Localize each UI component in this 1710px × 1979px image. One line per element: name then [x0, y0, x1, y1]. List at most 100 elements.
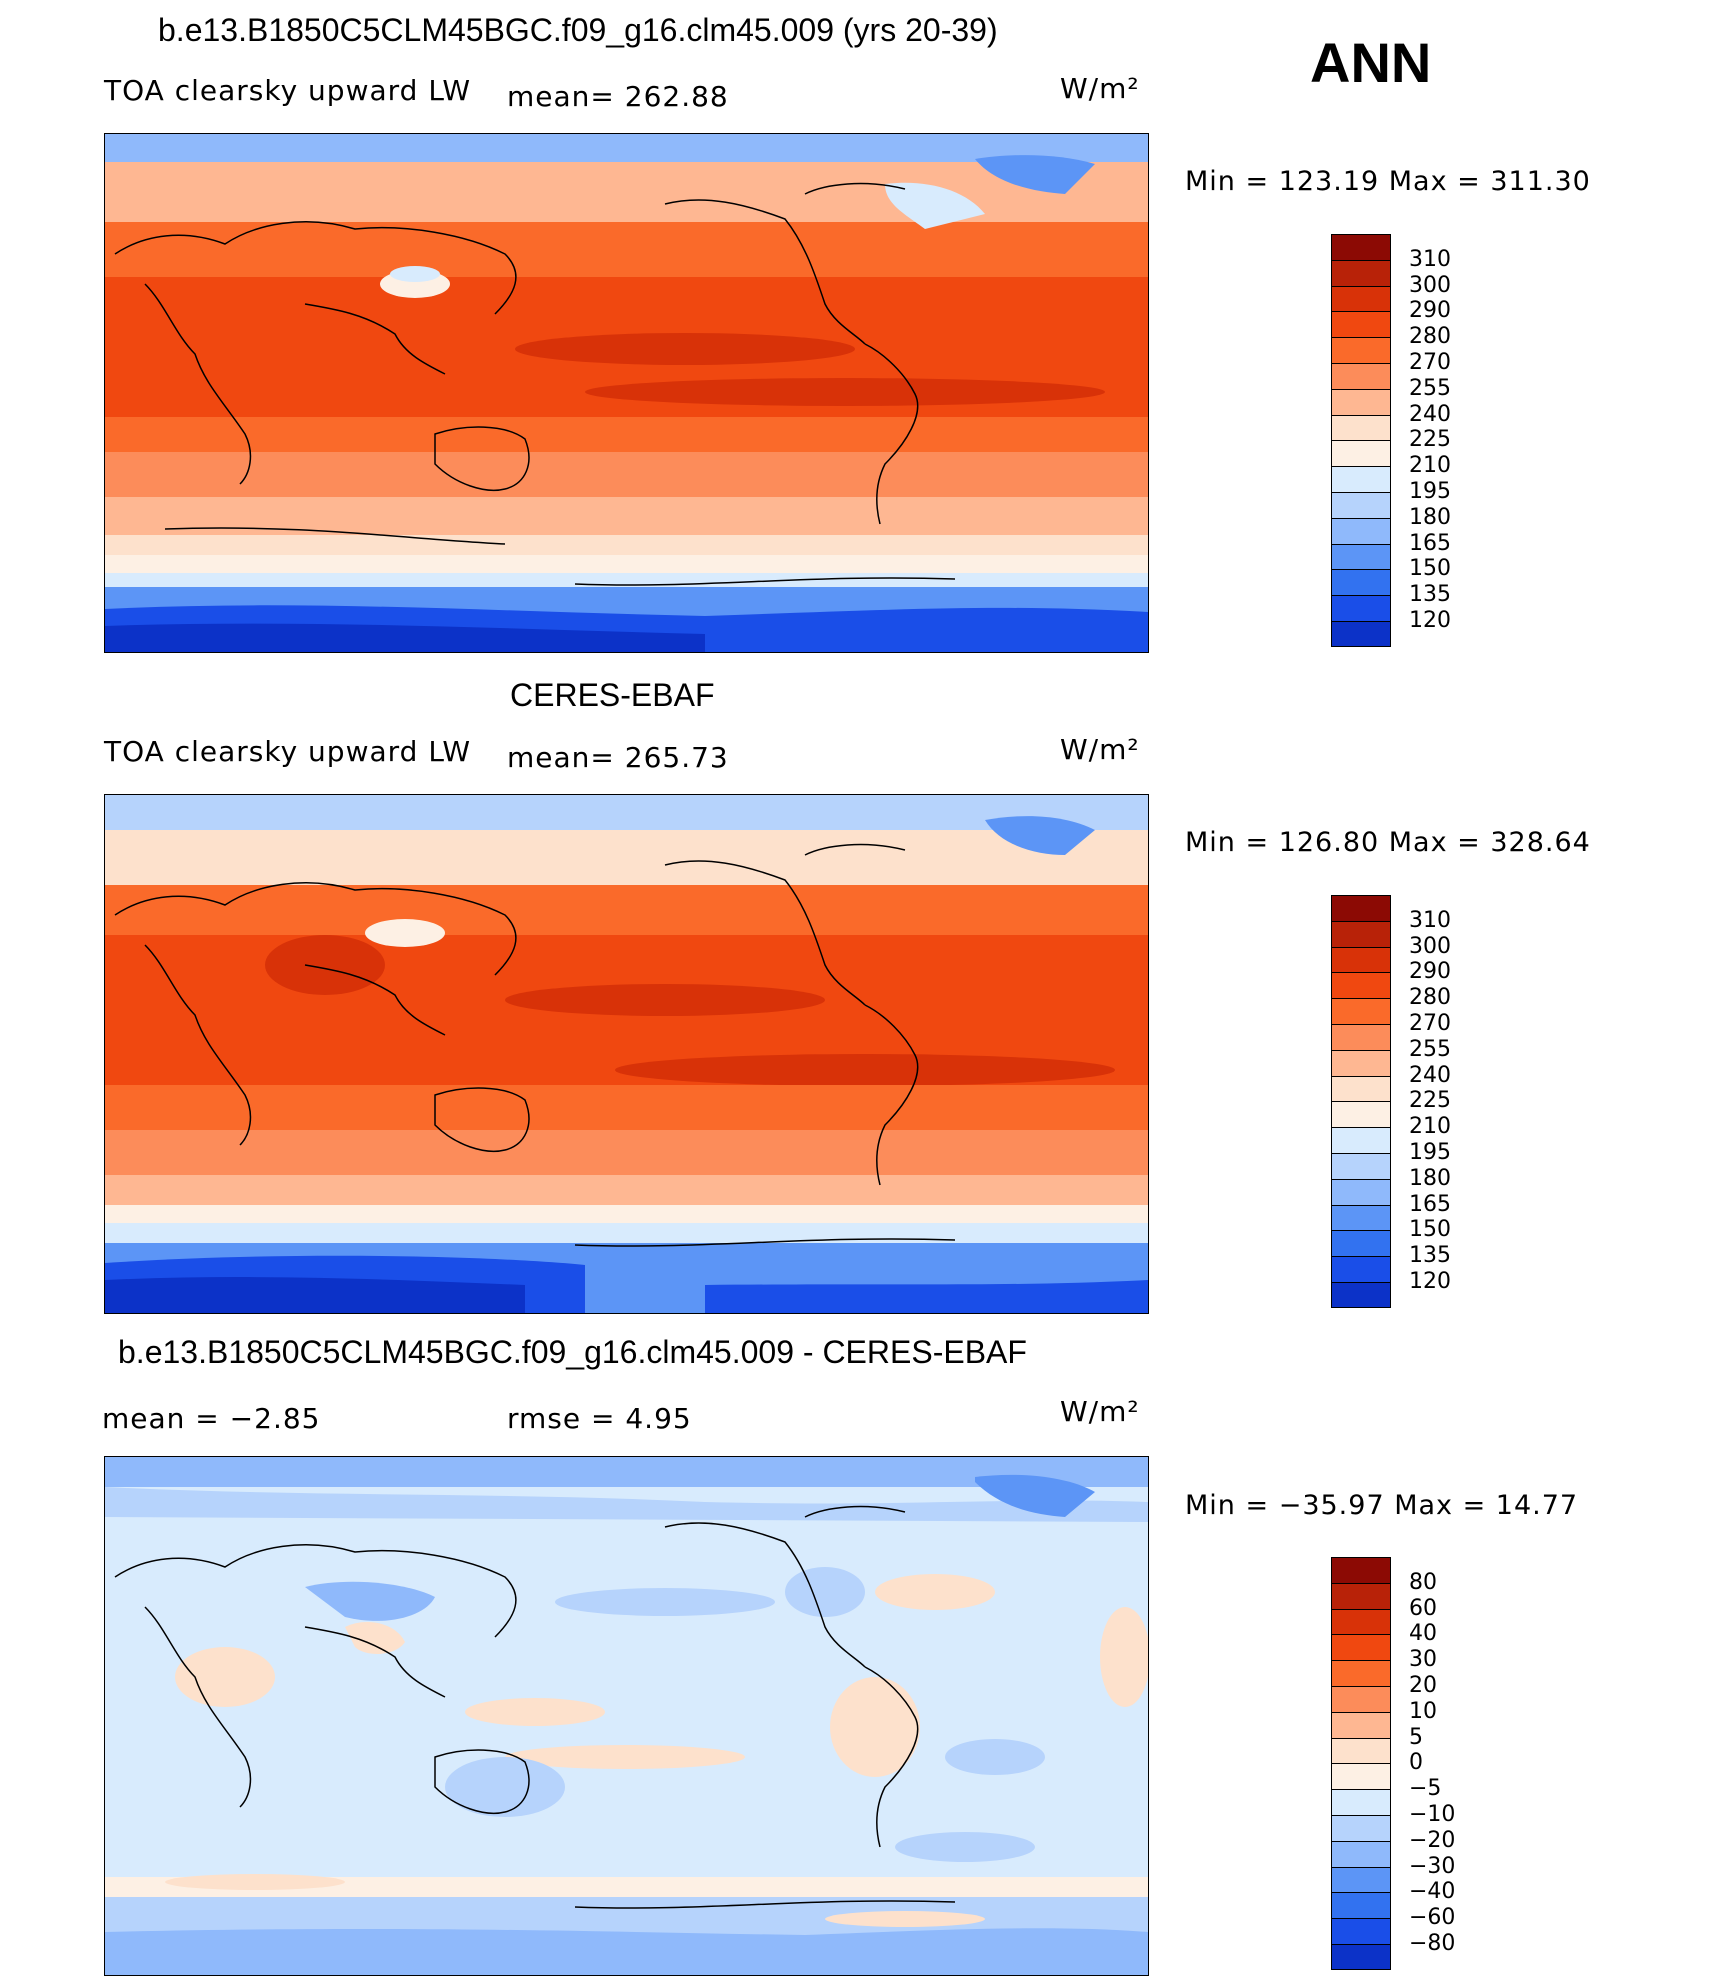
panel-3-rmse-label: rmse = 4.95: [507, 1402, 692, 1435]
panel-1-colorbar-label: 270: [1409, 350, 1451, 375]
panel-3-contour-field: [105, 1457, 1148, 1975]
panel-3-colorbar-swatch: [1331, 1918, 1391, 1944]
panel-2-colorbar-label: 310: [1409, 907, 1451, 933]
panel-3-colorbar-swatch: [1331, 1737, 1391, 1764]
panel-3-colorbar-label: −5: [1409, 1776, 1442, 1802]
panel-3-colorbar-label: −30: [1409, 1853, 1456, 1879]
panel-3-colorbar-label: 20: [1409, 1673, 1437, 1698]
panel-3-colorbar-label: −60: [1409, 1905, 1456, 1931]
panel-2-colorbar-label: 270: [1409, 1011, 1451, 1036]
panel-1-colorbar-swatch: [1331, 414, 1391, 441]
panel-2-minmax: Min = 126.80 Max = 328.64: [1185, 827, 1591, 858]
panel-2-colorbar-label: 165: [1409, 1191, 1451, 1217]
panel-3-map: [104, 1456, 1149, 1976]
panel-2-colorbar-swatch: [1331, 998, 1391, 1024]
panel-1-colorbar-swatch: [1331, 234, 1391, 260]
panel-2-colorbar-swatch: [1331, 920, 1391, 947]
panel-1-colorbar-label: 300: [1409, 272, 1451, 298]
panel-1-colorbar-swatch: [1331, 337, 1391, 363]
panel-1-colorbar-label: 210: [1409, 453, 1451, 479]
panel-1-colorbar-label: 150: [1409, 556, 1451, 582]
panel-1-units: W/m²: [1060, 72, 1140, 105]
panel-3-colorbar-swatch: [1331, 1685, 1391, 1712]
season-label: ANN: [1310, 31, 1432, 94]
panel-2-colorbar-label: 300: [1409, 933, 1451, 959]
panel-1-colorbar-label: 135: [1409, 582, 1451, 608]
panel-3-colorbar-swatch: [1331, 1582, 1391, 1609]
panel-2-colorbar-label: 290: [1409, 959, 1451, 985]
panel-3-colorbar-label: 5: [1409, 1724, 1423, 1750]
panel-3-colorbar-label: 80: [1409, 1569, 1437, 1595]
panel-2-colorbar-swatch: [1331, 972, 1391, 999]
panel-1-colorbar-label: 165: [1409, 530, 1451, 556]
panel-1-colorbar-swatch: [1331, 466, 1391, 492]
panel-3-minmax: Min = −35.97 Max = 14.77: [1185, 1490, 1579, 1521]
panel-1-colorbar-label: 120: [1409, 608, 1451, 633]
panel-3-units: W/m²: [1060, 1395, 1140, 1428]
panel-1-colorbar-swatch: [1331, 620, 1391, 647]
panel-2-units: W/m²: [1060, 733, 1140, 766]
panel-3-colorbar-swatch: [1331, 1557, 1391, 1583]
panel-1-colorbar-swatch: [1331, 311, 1391, 338]
panel-2-colorbar-swatch: [1331, 1256, 1391, 1282]
panel-2-colorbar-label: 280: [1409, 985, 1451, 1011]
panel-2-colorbar-swatch: [1331, 895, 1391, 921]
panel-3-colorbar-label: −40: [1409, 1879, 1456, 1905]
panel-1-colorbar-label: 310: [1409, 246, 1451, 272]
panel-1-colorbar-label: 180: [1409, 504, 1451, 530]
panel-2-colorbar-swatch: [1331, 1101, 1391, 1128]
panel-1-colorbar-label: 240: [1409, 401, 1451, 427]
panel-3-colorbar-label: 10: [1409, 1698, 1437, 1724]
panel-3-colorbar-label: 40: [1409, 1621, 1437, 1647]
panel-1-variable-label: TOA clearsky upward LW: [104, 74, 472, 107]
panel-1-minmax: Min = 123.19 Max = 311.30: [1185, 166, 1591, 197]
panel-2-colorbar-swatch: [1331, 1230, 1391, 1257]
panel-1-contour-field: [105, 134, 1148, 652]
panel-3-colorbar-swatch: [1331, 1608, 1391, 1635]
panel-2-colorbar-swatch: [1331, 1281, 1391, 1308]
panel-2-contour-field: [105, 795, 1148, 1313]
panel-2-colorbar-swatch: [1331, 1204, 1391, 1231]
panel-3-colorbar-swatch: [1331, 1711, 1391, 1738]
panel-1-colorbar-swatch: [1331, 491, 1391, 518]
panel-1-colorbar-swatch: [1331, 388, 1391, 415]
panel-1-colorbar: [1331, 234, 1391, 647]
panel-3-colorbar-swatch: [1331, 1660, 1391, 1686]
panel-2-mean-label: mean= 265.73: [507, 741, 729, 774]
panel-2-colorbar-label: 210: [1409, 1114, 1451, 1140]
panel-2-colorbar: [1331, 895, 1391, 1308]
panel-1-colorbar-label: 225: [1409, 427, 1451, 453]
panel-3-colorbar-swatch: [1331, 1892, 1391, 1919]
panel-1-mean-label: mean= 262.88: [507, 80, 729, 113]
panel-1-colorbar-swatch: [1331, 517, 1391, 544]
panel-1-colorbar-swatch: [1331, 440, 1391, 467]
panel-1-colorbar-label: 290: [1409, 298, 1451, 324]
panel-1-colorbar-swatch: [1331, 259, 1391, 286]
panel-3-colorbar-label: 0: [1409, 1750, 1423, 1776]
panel-2-colorbar-swatch: [1331, 1178, 1391, 1205]
panel-1-colorbar-label: 255: [1409, 375, 1451, 401]
panel-3-colorbar-label: −80: [1409, 1931, 1456, 1956]
panel-2-colorbar-label: 135: [1409, 1243, 1451, 1269]
panel-3-colorbar-swatch: [1331, 1943, 1391, 1970]
panel-1-map: [104, 133, 1149, 653]
panel-2-colorbar-label: 180: [1409, 1165, 1451, 1191]
panel-3-colorbar-swatch: [1331, 1814, 1391, 1841]
panel-2-colorbar-swatch: [1331, 1152, 1391, 1179]
panel-1-colorbar-swatch: [1331, 569, 1391, 596]
panel-1-title: b.e13.B1850C5CLM45BGC.f09_g16.clm45.009 …: [158, 12, 998, 48]
panel-1-colorbar-swatch: [1331, 543, 1391, 570]
panel-2-colorbar-swatch: [1331, 1075, 1391, 1102]
panel-3-colorbar-label: 60: [1409, 1595, 1437, 1621]
panel-2-colorbar-swatch: [1331, 1049, 1391, 1076]
panel-2-colorbar-label: 240: [1409, 1062, 1451, 1088]
panel-3-colorbar-swatch: [1331, 1634, 1391, 1661]
panel-1-colorbar-swatch: [1331, 595, 1391, 621]
panel-1-colorbar-label: 280: [1409, 324, 1451, 350]
panel-3-colorbar-swatch: [1331, 1866, 1391, 1893]
panel-3-colorbar-label: −20: [1409, 1827, 1456, 1853]
panel-2-colorbar-swatch: [1331, 1127, 1391, 1153]
panel-3-colorbar: [1331, 1557, 1391, 1970]
panel-1-colorbar-label: 195: [1409, 479, 1451, 504]
panel-2-colorbar-swatch: [1331, 946, 1391, 973]
